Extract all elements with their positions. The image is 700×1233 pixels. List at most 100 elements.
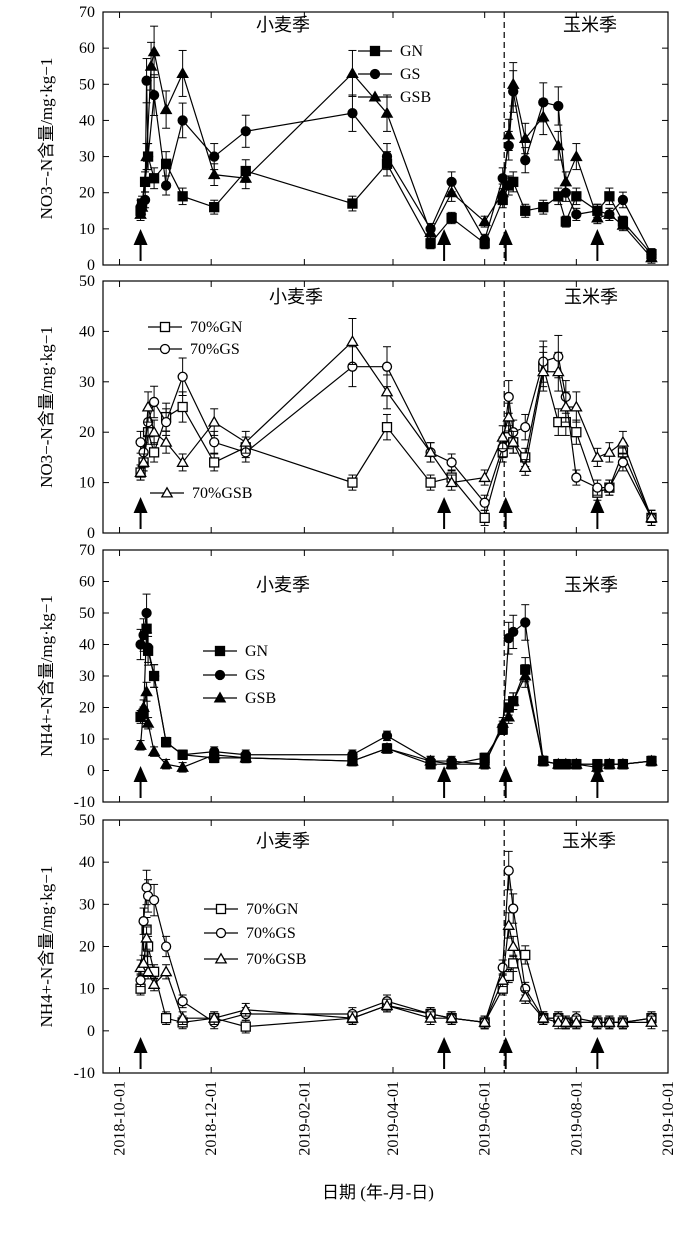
data-point	[160, 158, 172, 169]
data-point	[147, 425, 161, 437]
data-point	[381, 422, 393, 433]
y-tick-label: 20	[79, 424, 95, 441]
y-axis-title: NO3−-N含量/mg·kg−1	[37, 326, 56, 488]
data-point	[424, 225, 437, 238]
data-point	[617, 194, 629, 206]
fertilization-arrow-head	[498, 497, 513, 513]
data-point	[137, 956, 150, 968]
y-tick-label: 0	[87, 763, 95, 780]
data-point	[148, 894, 160, 906]
data-point	[506, 940, 520, 952]
data-point	[148, 173, 160, 184]
data-point	[616, 1015, 630, 1027]
panel-4: -10 0 10 20 30 40 50 NH4+-N含量/mg·kg−1 小麦季 玉米季 70%G…	[37, 812, 669, 1082]
data-point	[497, 173, 508, 184]
data-point	[160, 941, 172, 952]
data-point	[571, 427, 582, 438]
data-point	[381, 730, 393, 741]
y-tick-label: 0	[87, 525, 95, 542]
data-point	[559, 757, 573, 769]
data-point	[571, 472, 582, 483]
data-point	[160, 416, 172, 428]
legend-label: 70%GS	[190, 341, 240, 358]
data-point	[240, 126, 251, 137]
data-point	[571, 191, 582, 202]
data-point	[159, 965, 173, 977]
y-tick-label: 10	[79, 731, 95, 748]
y-tick-label: 40	[79, 323, 95, 340]
fertilization-arrow-head	[498, 229, 513, 245]
data-point	[137, 701, 150, 713]
data-point	[503, 865, 514, 876]
data-point	[425, 477, 436, 488]
data-point	[177, 996, 188, 1007]
data-point	[520, 949, 531, 961]
y-tick-label: -10	[74, 794, 95, 811]
data-point	[645, 754, 658, 766]
data-point	[207, 415, 221, 427]
y-tick-label: 60	[79, 574, 95, 591]
data-point	[536, 1011, 550, 1023]
legend-label: 70%GN	[246, 901, 299, 918]
data-point	[209, 437, 220, 448]
data-point	[346, 66, 359, 78]
data-point	[239, 1003, 253, 1015]
data-point	[520, 155, 531, 166]
data-point	[560, 216, 571, 227]
x-axis-title: 日期 (年-月-日)	[322, 1183, 434, 1202]
data-point	[346, 1011, 359, 1023]
x-tick-label: 2019-06-01	[477, 1081, 494, 1156]
data-point	[496, 716, 510, 728]
data-point	[478, 757, 491, 769]
fertilization-arrow-head	[437, 497, 452, 513]
season-label: 小麦季	[269, 287, 323, 307]
data-point	[592, 482, 603, 493]
series-circle	[135, 593, 657, 770]
season-label: 小麦季	[256, 15, 310, 35]
data-point	[508, 626, 519, 638]
x-tick-label: 2019-10-01	[660, 1081, 677, 1156]
data-point	[536, 754, 550, 766]
y-tick-label: 0	[87, 1023, 95, 1040]
fertilization-arrow-head	[437, 229, 452, 245]
data-point	[603, 757, 616, 769]
data-point	[506, 694, 520, 706]
data-point	[141, 400, 155, 412]
data-point	[177, 749, 188, 760]
data-point	[591, 211, 604, 223]
series-line	[139, 870, 652, 1024]
legend-marker	[214, 669, 226, 681]
series-circle	[135, 850, 657, 1030]
data-point	[160, 180, 172, 191]
data-point	[446, 212, 457, 224]
data-point	[616, 435, 630, 447]
data-point	[147, 745, 161, 757]
data-point	[424, 1011, 437, 1023]
data-point	[240, 1021, 251, 1032]
fertilization-arrow-head	[133, 766, 148, 782]
data-point	[591, 760, 604, 772]
data-point	[207, 168, 221, 180]
legend-marker	[368, 90, 382, 102]
data-point	[552, 1015, 565, 1027]
data-point	[159, 435, 173, 447]
data-point	[538, 202, 549, 213]
fertilization-arrow-head	[437, 1037, 452, 1053]
data-point	[347, 198, 358, 209]
data-point	[239, 751, 253, 763]
data-point	[177, 191, 188, 202]
y-tick-label: 30	[79, 149, 95, 166]
data-point	[496, 973, 510, 985]
season-label: 小麦季	[256, 575, 310, 595]
legend-label: GS	[400, 66, 420, 83]
data-point	[177, 371, 188, 382]
data-point	[506, 77, 520, 89]
data-point	[502, 128, 516, 140]
data-point	[478, 471, 491, 483]
data-point	[380, 106, 394, 118]
data-point	[508, 176, 519, 188]
legend-label: GSB	[400, 89, 431, 106]
data-point	[134, 738, 147, 750]
data-point	[446, 457, 457, 468]
